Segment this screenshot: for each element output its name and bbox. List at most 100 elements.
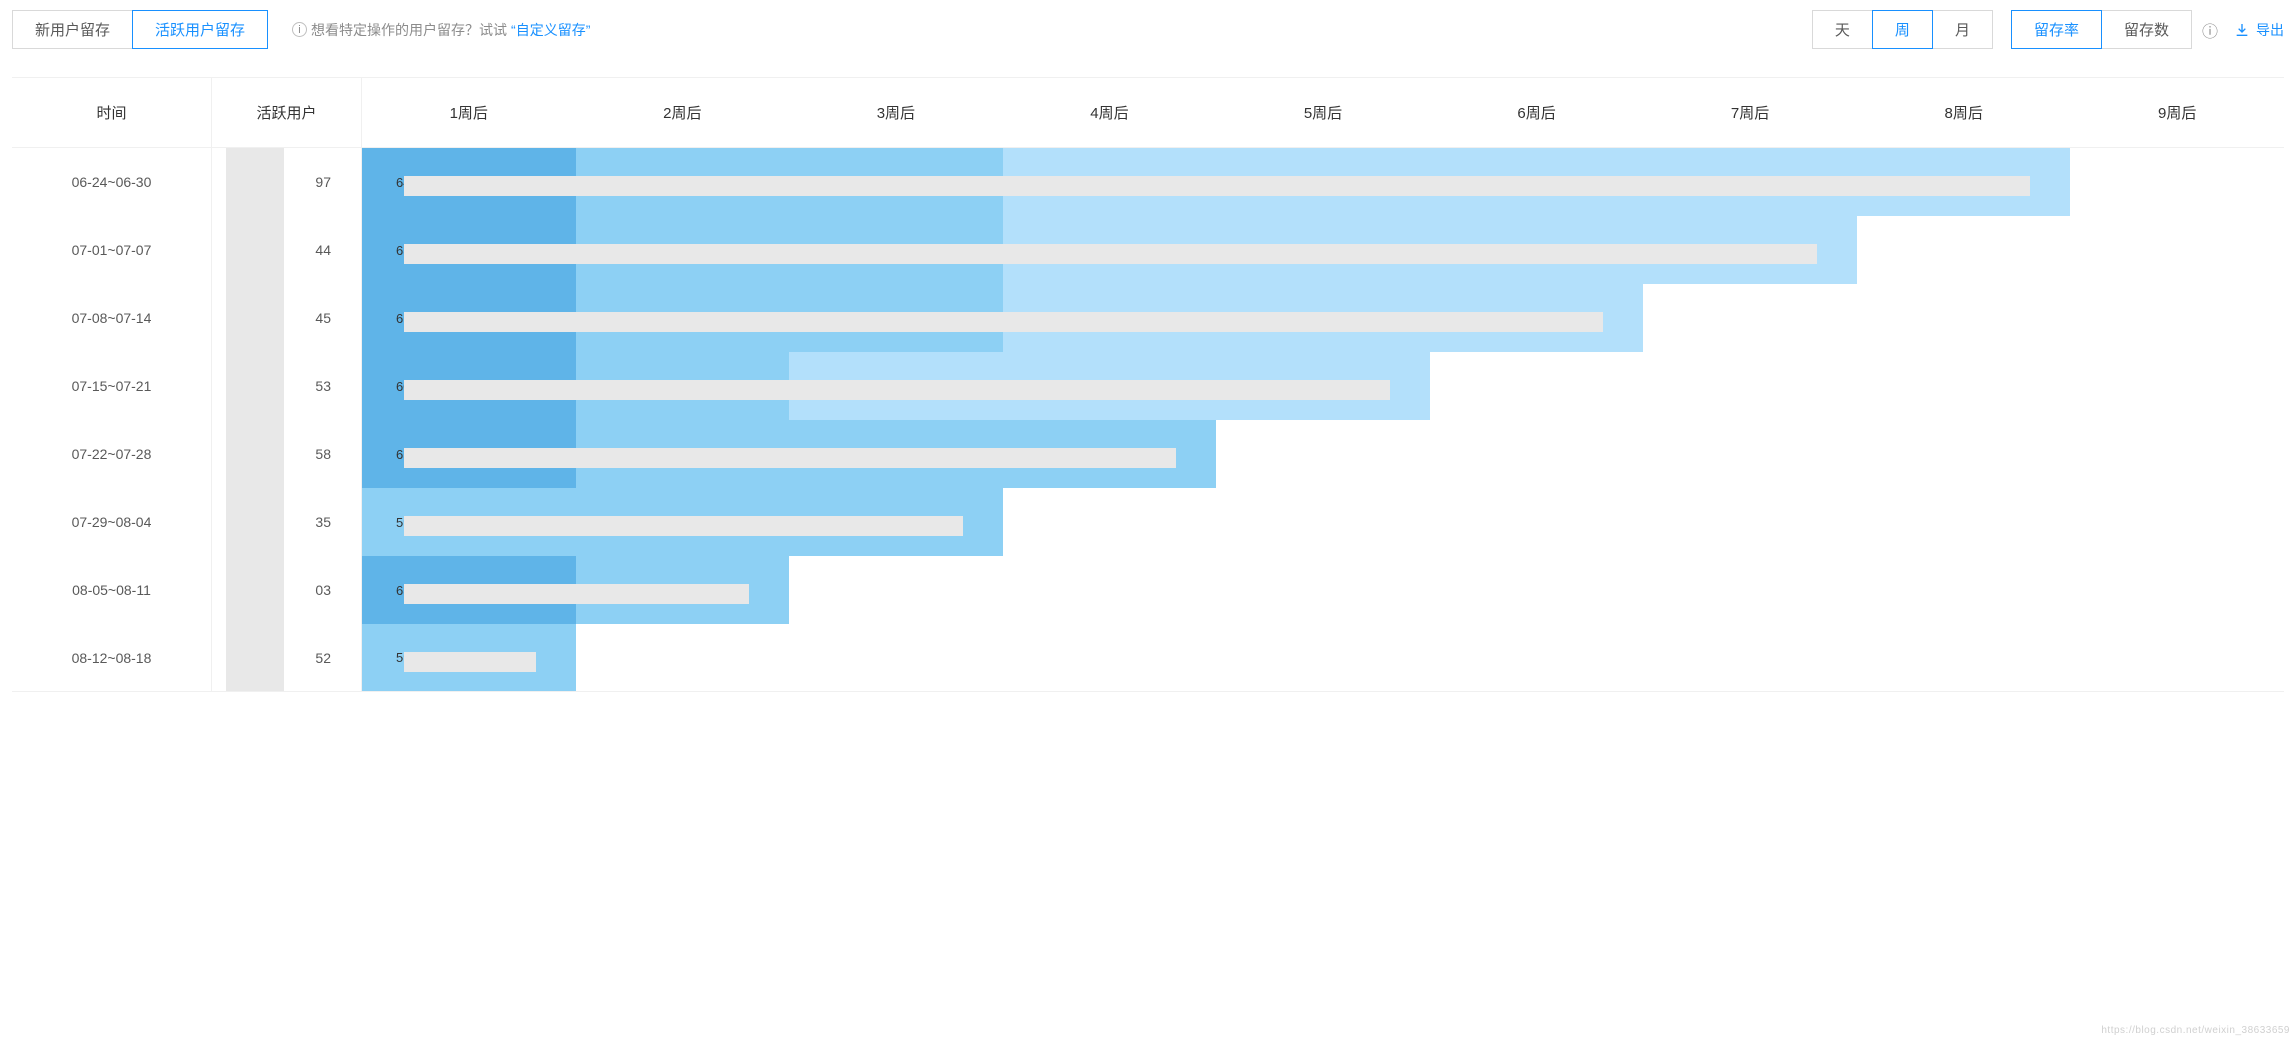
- active-users-cell: 35: [212, 488, 362, 556]
- hint-text: i 想看特定操作的用户留存？试试 “自定义留存”: [292, 20, 590, 40]
- retention-cell: [1643, 624, 1857, 692]
- active-users-cell: 53: [212, 352, 362, 420]
- time-cell: 08-05~08-11: [12, 556, 212, 624]
- column-header: 时间: [12, 78, 212, 148]
- retention-cell: [2070, 216, 2284, 284]
- retention-table: 时间活跃用户1周后2周后3周后4周后5周后6周后7周后8周后9周后 06-24~…: [12, 77, 2284, 692]
- users-suffix: 45: [315, 310, 331, 326]
- retention-cell: [1430, 624, 1644, 692]
- overlay-bar: [404, 516, 963, 536]
- custom-retention-link[interactable]: “自定义留存”: [511, 20, 590, 40]
- active-users-cell: 44: [212, 216, 362, 284]
- retention-cell: [1643, 352, 1857, 420]
- metric-rate[interactable]: 留存率: [2011, 10, 2102, 49]
- users-suffix: 44: [315, 242, 331, 258]
- time-cell: 07-29~08-04: [12, 488, 212, 556]
- granularity-month[interactable]: 月: [1932, 10, 1993, 49]
- active-users-cell: 58: [212, 420, 362, 488]
- redaction-block: [226, 284, 284, 352]
- retention-cell: [1003, 488, 1217, 556]
- retention-cell: 61.97%: [362, 284, 576, 352]
- overlay-bar: [404, 176, 2030, 196]
- retention-cell: 65.95%: [362, 420, 576, 488]
- table-row: 06-24~06-309764.56%57.68%53.08%47.2%46.2…: [12, 148, 2284, 216]
- retention-cell: [1643, 556, 1857, 624]
- active-users-cell: 03: [212, 556, 362, 624]
- retention-cell: 59.73%: [362, 488, 576, 556]
- table-header-row: 时间活跃用户1周后2周后3周后4周后5周后6周后7周后8周后9周后: [12, 78, 2284, 148]
- table-row: 07-08~07-144561.97%54.09%50.47%47.65%44.…: [12, 284, 2284, 352]
- column-header: 2周后: [576, 78, 790, 148]
- retention-cell: [1430, 352, 1644, 420]
- tab-new-user-retention[interactable]: 新用户留存: [12, 10, 133, 49]
- toolbar: 新用户留存 活跃用户留存 i 想看特定操作的用户留存？试试 “自定义留存” 天 …: [12, 10, 2284, 49]
- redaction-block: [226, 352, 284, 420]
- retention-cell: [1216, 624, 1430, 692]
- column-header: 8周后: [1857, 78, 2071, 148]
- column-header: 6周后: [1430, 78, 1644, 148]
- retention-cell: [1857, 216, 2071, 284]
- redaction-block: [226, 216, 284, 284]
- metric-segment: 留存率 留存数: [2011, 10, 2192, 49]
- time-cell: 07-08~07-14: [12, 284, 212, 352]
- users-suffix: 53: [315, 378, 331, 394]
- table-row: 07-15~07-215360.58%53.70%49.74%45.87%46.…: [12, 352, 2284, 420]
- overlay-bar: [404, 312, 1603, 332]
- watermark: https://blog.csdn.net/weixin_38633659: [2101, 1025, 2290, 1036]
- retention-cell: [789, 624, 1003, 692]
- retention-cell: [2070, 148, 2284, 216]
- retention-cell: [1003, 556, 1217, 624]
- granularity-week[interactable]: 周: [1872, 10, 1933, 49]
- redaction-block: [226, 556, 284, 624]
- redaction-block: [226, 420, 284, 488]
- time-cell: 07-15~07-21: [12, 352, 212, 420]
- redaction-block: [226, 624, 284, 691]
- metric-count[interactable]: 留存数: [2101, 10, 2192, 49]
- retention-cell: [1857, 352, 2071, 420]
- granularity-segment: 天 周 月: [1812, 10, 1993, 49]
- retention-cell: [789, 556, 1003, 624]
- retention-cell: [1857, 284, 2071, 352]
- retention-cell: [1430, 556, 1644, 624]
- users-suffix: 58: [315, 446, 331, 462]
- retention-cell: [1216, 420, 1430, 488]
- redaction-block: [226, 148, 284, 216]
- user-type-segment: 新用户留存 活跃用户留存: [12, 10, 268, 49]
- active-users-cell: 52: [212, 624, 362, 692]
- export-icon: [2234, 22, 2250, 38]
- retention-cell: [1003, 624, 1217, 692]
- help-icon[interactable]: ⓘ: [2202, 18, 2218, 42]
- time-cell: 08-12~08-18: [12, 624, 212, 692]
- retention-cell: [2070, 352, 2284, 420]
- table-row: 08-12~08-18 52 59.94%: [12, 624, 2284, 692]
- retention-cell: 63.97%: [362, 556, 576, 624]
- retention-cell: [2070, 284, 2284, 352]
- overlay-bar: [404, 244, 1817, 264]
- retention-cell: [1643, 420, 1857, 488]
- retention-cell: [2070, 624, 2284, 692]
- table-row: 08-05~08-110363.97%57.61%: [12, 556, 2284, 624]
- overlay-bar: [404, 584, 749, 604]
- info-icon: i: [292, 22, 307, 37]
- retention-cell: [1216, 488, 1430, 556]
- column-header: 1周后: [362, 78, 576, 148]
- retention-cell: 59.94%: [362, 624, 576, 692]
- redaction-block: [226, 488, 284, 556]
- users-suffix: 97: [315, 174, 331, 190]
- time-cell: 07-22~07-28: [12, 420, 212, 488]
- retention-cell: [1643, 284, 1857, 352]
- retention-cell: [1857, 488, 2071, 556]
- active-users-cell: 97: [212, 148, 362, 216]
- users-suffix: 35: [315, 514, 331, 530]
- export-button[interactable]: 导出: [2234, 20, 2284, 40]
- column-header: 7周后: [1643, 78, 1857, 148]
- retention-cell: [1857, 556, 2071, 624]
- retention-cell: [1643, 488, 1857, 556]
- granularity-day[interactable]: 天: [1812, 10, 1873, 49]
- users-suffix: 52: [315, 650, 331, 666]
- column-header: 9周后: [2070, 78, 2284, 148]
- retention-cell: [2070, 556, 2284, 624]
- retention-cell: [1857, 420, 2071, 488]
- tab-active-user-retention[interactable]: 活跃用户留存: [132, 10, 268, 49]
- retention-cell: [1857, 624, 2071, 692]
